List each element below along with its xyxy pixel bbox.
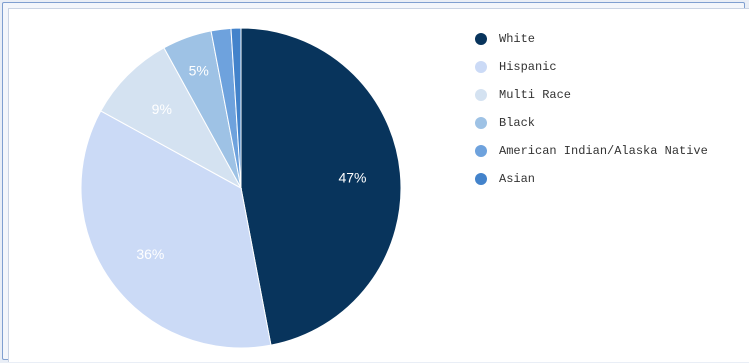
legend-swatch: [475, 89, 487, 101]
slice-value-label-hispanic: 36%: [136, 246, 164, 262]
pie-slice-hispanic[interactable]: [80, 110, 272, 349]
legend: White Hispanic Multi Race Black American Ind…: [475, 25, 708, 193]
legend-swatch: [475, 33, 487, 45]
legend-item-american-indian-alaska-native[interactable]: American Indian/Alaska Native: [475, 137, 708, 165]
legend-item-asian[interactable]: Asian: [475, 165, 708, 193]
slice-value-label-multi-race: 9%: [152, 101, 172, 117]
legend-label: Hispanic: [499, 60, 557, 74]
pie-slice-multi-race[interactable]: [100, 47, 243, 190]
legend-label: Asian: [499, 172, 536, 186]
legend-label: Black: [499, 116, 536, 130]
pie-slice-white[interactable]: [240, 27, 402, 346]
pie-chart: 47% 36% 9% 5%: [80, 27, 402, 349]
legend-item-white[interactable]: White: [475, 25, 708, 53]
slice-value-label-black: 5%: [189, 63, 209, 79]
legend-item-black[interactable]: Black: [475, 109, 708, 137]
legend-swatch: [475, 145, 487, 157]
legend-item-multi-race[interactable]: Multi Race: [475, 81, 708, 109]
legend-item-hispanic[interactable]: Hispanic: [475, 53, 708, 81]
slice-value-label-white: 47%: [338, 169, 366, 185]
pie-slice-asian[interactable]: [230, 27, 242, 189]
chart-panel: 47% 36% 9% 5% White Hispanic Multi Race Black A…: [8, 8, 749, 362]
legend-label: Multi Race: [499, 88, 572, 102]
legend-swatch: [475, 173, 487, 185]
legend-swatch: [475, 117, 487, 129]
legend-label: White: [499, 32, 536, 46]
legend-label: American Indian/Alaska Native: [499, 144, 708, 158]
legend-swatch: [475, 61, 487, 73]
